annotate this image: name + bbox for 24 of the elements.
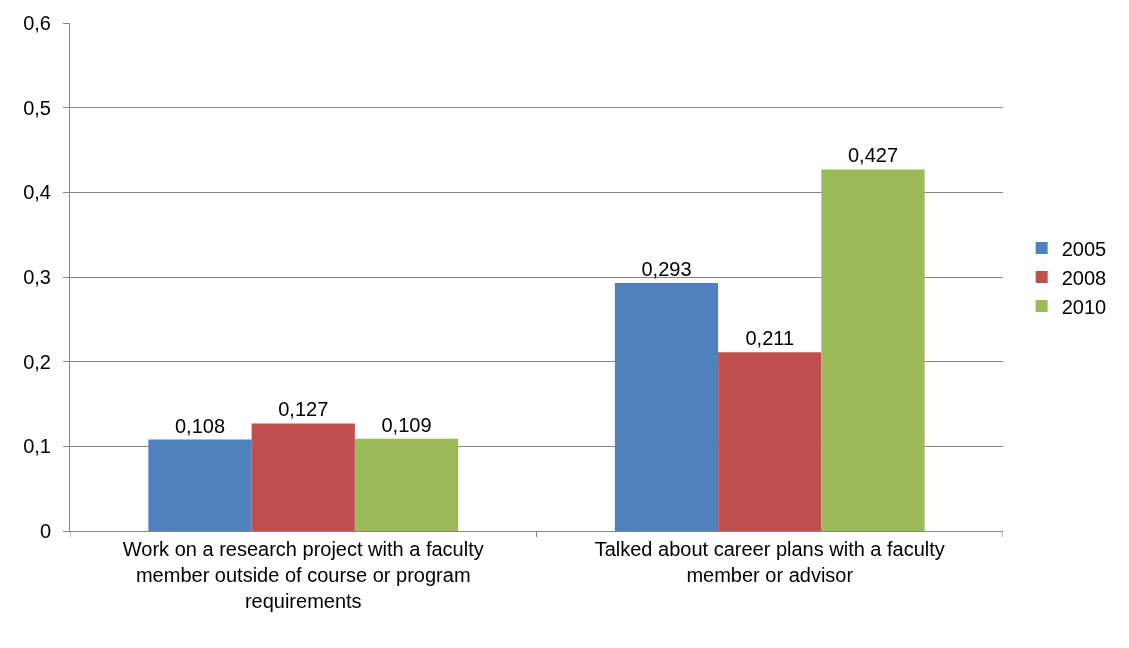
legend-label: 2005: [1061, 237, 1107, 260]
bar: [354, 438, 459, 531]
x-tick-label: Work on a research project with a faculty member outside of course or program requirements: [122, 538, 484, 612]
data-label: 0,127: [278, 398, 329, 421]
bar: [251, 423, 355, 531]
y-tick-label: 0,4: [23, 181, 51, 204]
y-tick-label: 0,2: [23, 350, 51, 373]
data-label: 0,108: [174, 414, 226, 437]
bar: [821, 169, 925, 531]
data-label: 0,293: [641, 257, 692, 280]
bar: [614, 282, 719, 531]
y-tick-label: 0,1: [23, 435, 51, 458]
data-label: 0,427: [847, 144, 899, 167]
bar: [148, 439, 252, 531]
y-tick-label: 0: [39, 520, 51, 542]
bar: [718, 352, 822, 531]
y-tick-label: 0,5: [23, 96, 51, 119]
x-tick-label: Talked about career plans with a faculty member or advisor: [594, 538, 945, 586]
legend-label: 2010: [1061, 295, 1107, 318]
data-label: 0,211: [745, 327, 795, 350]
data-label: 0,109: [381, 413, 432, 436]
y-tick-label: 0,3: [23, 266, 51, 288]
legend-label: 2008: [1061, 266, 1107, 289]
y-tick-label: 0,6: [23, 12, 51, 34]
